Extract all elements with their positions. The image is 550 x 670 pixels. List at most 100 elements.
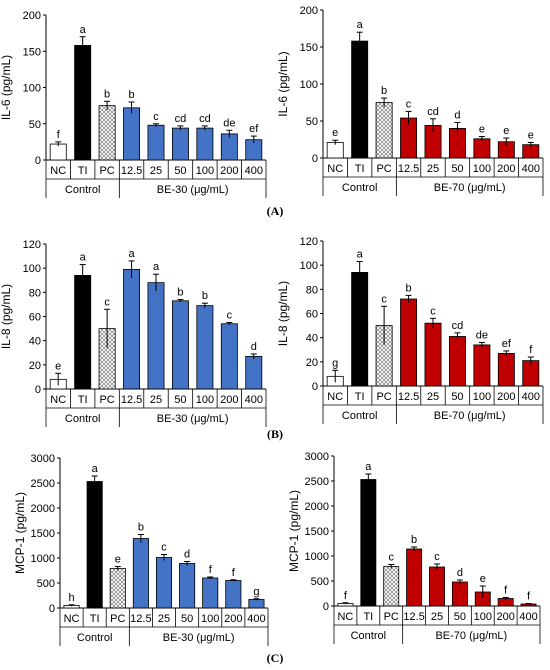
x-tick-label: 25 (427, 391, 439, 403)
panel-label-b: (B) (267, 427, 283, 441)
significance-letter: b (104, 88, 110, 100)
significance-letter: b (128, 89, 134, 101)
x-tick-label: TI (363, 611, 373, 623)
significance-letter: b (411, 534, 417, 546)
significance-letter: b (202, 290, 208, 302)
y-tick-label: 60 (306, 309, 318, 321)
significance-letter: a (357, 19, 364, 31)
x-tick-label: 100 (473, 163, 491, 175)
significance-letter: c (104, 296, 110, 308)
x-tick-label: 12.5 (398, 163, 419, 175)
y-tick-label: 0 (323, 601, 329, 613)
significance-letter: a (153, 261, 160, 273)
x-tick-label: 200 (496, 611, 514, 623)
y-tick-label: 80 (306, 284, 318, 296)
y-tick-label: 1000 (305, 551, 329, 563)
x-tick-label: 100 (196, 394, 214, 406)
y-tick-label: 200 (300, 5, 318, 17)
x-tick-label: 50 (174, 165, 186, 177)
x-tick-label: NC (337, 611, 353, 623)
significance-letter: e (480, 573, 486, 585)
significance-letter: d (454, 109, 460, 121)
bar-50 (451, 581, 468, 607)
significance-letter: c (381, 293, 387, 305)
chart-5: 0 500 1000 1500 2000 2500 3000 MCP-1 (pg/mL) h a e… (13, 453, 269, 646)
y-tick-label: 40 (29, 336, 41, 348)
x-tick-label: NC (64, 613, 80, 625)
significance-letter: b (177, 287, 183, 299)
x-tick-label: PC (384, 611, 399, 623)
bar-400 (248, 599, 265, 609)
bar-100 (473, 138, 491, 159)
significance-letter: a (365, 461, 372, 473)
bar-NC (49, 143, 67, 161)
y-tick-label: 100 (23, 263, 41, 275)
significance-letter: de (476, 330, 488, 342)
bar-12.5 (123, 107, 141, 161)
y-tick-label: 2500 (305, 476, 329, 488)
y-tick-label: 20 (29, 360, 41, 372)
significance-letter: c (434, 551, 440, 563)
bar-50 (448, 336, 466, 387)
x-tick-label: PC (99, 394, 114, 406)
y-tick-label: 2000 (31, 503, 55, 515)
bar-100 (202, 577, 219, 609)
chart-6: 0 500 1000 1500 2000 2500 3000 MCP-1 (pg/mL) f a c… (287, 451, 541, 644)
x-tick-label: 200 (220, 165, 238, 177)
bar-200 (220, 323, 238, 390)
x-tick-label: 100 (196, 165, 214, 177)
group-label: BE-30 (μg/mL) (163, 632, 235, 644)
y-tick-label: 150 (300, 42, 318, 54)
bar-12.5 (406, 548, 423, 607)
x-tick-label: 25 (150, 394, 162, 406)
x-tick-label: 50 (181, 613, 193, 625)
x-tick-label: 25 (150, 165, 162, 177)
x-tick-label: 400 (519, 611, 537, 623)
x-tick-label: 50 (451, 391, 463, 403)
y-tick-label: 2000 (305, 501, 329, 513)
x-tick-label: 12.5 (121, 165, 142, 177)
y-tick-label: 120 (300, 236, 318, 248)
panel-label-c: (C) (266, 651, 284, 665)
y-tick-label: 120 (23, 239, 41, 251)
x-tick-label: NC (50, 165, 66, 177)
bar-TI (351, 272, 369, 387)
x-tick-label: NC (327, 163, 343, 175)
bar-100 (473, 344, 491, 387)
chart-2: 0 50 100 150 200 IL-6 (pg/mL) e a b c cd d e e e NC TI PC… (276, 5, 544, 196)
y-tick-label: 2500 (31, 478, 55, 490)
x-tick-label: 50 (174, 394, 186, 406)
x-tick-label: 100 (474, 611, 492, 623)
significance-letter: e (479, 124, 485, 136)
significance-letter: e (115, 554, 121, 566)
significance-letter: d (457, 567, 463, 579)
significance-letter: f (57, 129, 61, 141)
y-tick-label: 100 (300, 260, 318, 272)
significance-letter: c (227, 310, 233, 322)
y-axis-label: MCP-1 (pg/mL) (287, 490, 301, 572)
bar-TI (74, 275, 92, 390)
y-tick-label: 0 (35, 155, 41, 167)
x-tick-label: TI (355, 391, 365, 403)
y-tick-label: 100 (23, 83, 41, 95)
y-tick-label: 150 (23, 46, 41, 58)
bar-PC (98, 105, 116, 161)
group-label: Control (351, 630, 386, 642)
significance-letter: a (92, 463, 99, 475)
bar-400 (522, 360, 540, 387)
x-tick-label: TI (355, 163, 365, 175)
chart-3: 0 20 40 60 80 100 120 IL-8 (pg/mL) e a c a a b b c d NC TI… (0, 239, 267, 427)
bar-12.5 (123, 268, 141, 390)
bar-50 (171, 127, 189, 161)
significance-letter: cd (175, 113, 187, 125)
y-tick-label: 80 (29, 287, 41, 299)
group-label: BE-30 (μg/mL) (157, 413, 229, 425)
x-tick-label: 25 (158, 613, 170, 625)
x-tick-label: NC (50, 394, 66, 406)
bar-PC (375, 102, 393, 159)
x-tick-label: 25 (431, 611, 443, 623)
group-label: Control (65, 413, 100, 425)
